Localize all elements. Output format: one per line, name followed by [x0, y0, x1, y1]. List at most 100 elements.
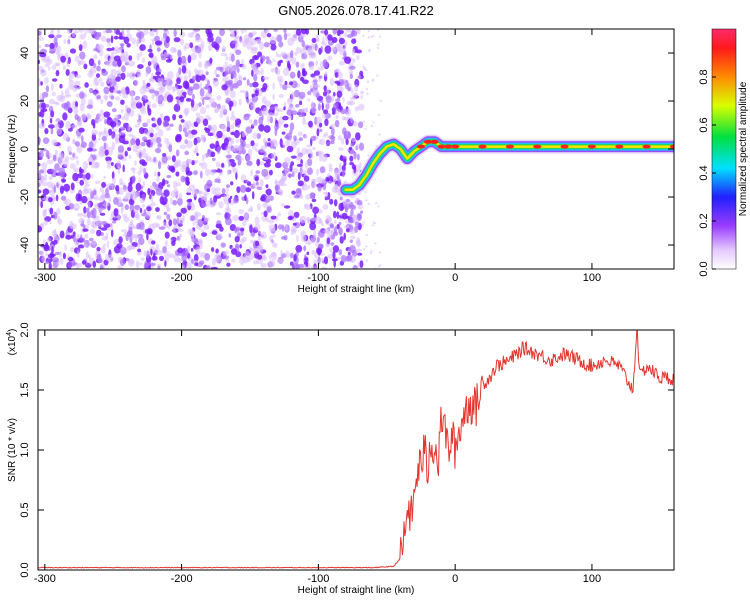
noise-speckle — [122, 164, 125, 173]
noise-speckle — [211, 157, 216, 161]
noise-speckle — [275, 51, 278, 57]
noise-speckle — [327, 55, 333, 61]
noise-speckle — [117, 47, 122, 54]
noise-speckle — [257, 235, 261, 241]
noise-speckle — [241, 148, 246, 155]
noise-speckle — [136, 242, 141, 248]
noise-speckle — [312, 79, 318, 83]
noise-speckle — [139, 207, 143, 214]
noise-speckle — [54, 149, 58, 156]
noise-speckle — [136, 38, 139, 48]
noise-speckle — [220, 242, 226, 248]
noise-speckle — [333, 259, 337, 268]
noise-speckle — [327, 172, 331, 178]
noise-speckle — [317, 103, 321, 111]
noise-speckle — [165, 77, 171, 82]
noise-speckle — [308, 120, 313, 128]
noise-speckle — [256, 158, 261, 167]
noise-speckle — [239, 239, 245, 244]
noise-speckle — [40, 109, 45, 118]
noise-speckle — [124, 150, 128, 157]
noise-speckle — [230, 140, 235, 144]
noise-speckle — [130, 91, 134, 100]
noise-speckle — [158, 99, 162, 104]
noise-speckle — [53, 228, 57, 236]
y-tick-label: 20 — [19, 95, 31, 107]
noise-speckle — [298, 137, 303, 142]
noise-speckle — [350, 142, 355, 147]
noise-speckle — [155, 95, 159, 103]
noise-speckle — [323, 133, 326, 138]
noise-speckle — [308, 61, 315, 68]
noise-speckle — [250, 104, 256, 111]
noise-speckle — [110, 162, 114, 166]
noise-speckle — [268, 112, 274, 117]
noise-speckle — [119, 178, 123, 185]
noise-speckle — [246, 79, 250, 86]
noise-speckle — [66, 63, 70, 67]
noise-speckle — [354, 248, 362, 253]
noise-speckle — [97, 43, 104, 51]
noise-speckle — [143, 262, 149, 269]
noise-speckle — [45, 260, 50, 264]
noise-speckle — [59, 185, 65, 194]
noise-speckle — [163, 189, 170, 197]
noise-speckle — [76, 159, 79, 166]
noise-speckle — [304, 257, 309, 262]
noise-speckle — [98, 137, 101, 141]
noise-speckle — [296, 147, 301, 156]
noise-speckle — [119, 258, 126, 267]
noise-speckle — [155, 207, 160, 212]
noise-speckle — [48, 50, 56, 54]
noise-speckle — [352, 121, 358, 127]
noise-speckle — [215, 187, 221, 192]
noise-speckle — [89, 237, 94, 242]
noise-speckle — [195, 212, 202, 217]
noise-speckle — [83, 206, 87, 214]
noise-speckle — [239, 244, 242, 249]
noise-speckle — [209, 143, 216, 149]
noise-speckle — [326, 237, 331, 245]
noise-speckle — [376, 46, 380, 50]
noise-speckle — [94, 180, 101, 185]
noise-speckle — [352, 58, 356, 63]
noise-speckle — [324, 227, 330, 234]
noise-speckle — [78, 127, 85, 133]
noise-speckle — [45, 150, 50, 158]
noise-speckle — [90, 240, 97, 245]
noise-speckle — [77, 212, 84, 217]
noise-speckle — [203, 193, 208, 201]
noise-speckle — [142, 180, 146, 188]
noise-speckle — [371, 78, 375, 82]
noise-speckle — [260, 68, 264, 75]
noise-speckle — [263, 125, 271, 133]
noise-speckle — [376, 74, 379, 77]
noise-speckle — [49, 207, 54, 215]
noise-speckle — [245, 126, 253, 134]
noise-speckle — [101, 136, 108, 142]
noise-speckle — [48, 197, 53, 203]
noise-speckle — [42, 137, 50, 145]
y-tick-label: 1.0 — [19, 442, 31, 457]
noise-speckle — [148, 78, 156, 83]
noise-speckle — [74, 80, 81, 86]
noise-speckle — [332, 245, 340, 253]
noise-speckle — [49, 221, 52, 224]
noise-speckle — [264, 199, 270, 203]
noise-speckle — [268, 60, 273, 66]
noise-speckle — [271, 252, 278, 261]
noise-speckle — [283, 205, 291, 209]
noise-speckle — [318, 243, 323, 249]
y-tick-label: -40 — [19, 237, 31, 253]
noise-speckle — [322, 59, 328, 68]
noise-speckle — [312, 206, 319, 214]
noise-speckle — [113, 29, 117, 34]
noise-speckle — [78, 44, 83, 52]
noise-speckle — [53, 239, 58, 245]
noise-speckle — [190, 247, 194, 252]
noise-speckle — [176, 89, 182, 96]
noise-speckle — [309, 65, 314, 71]
noise-speckle — [167, 184, 170, 188]
noise-speckle — [250, 239, 254, 244]
noise-speckle — [357, 29, 361, 35]
